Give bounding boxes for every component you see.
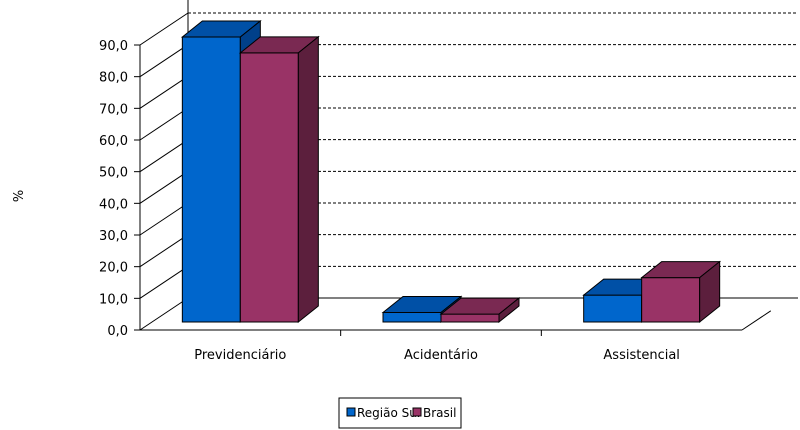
y-tick-label: 10,0 <box>99 292 128 307</box>
bar-1-2 <box>640 260 722 324</box>
side-wall-gridline <box>139 170 189 204</box>
side-wall-gridline <box>139 297 189 331</box>
y-tick-label: 40,0 <box>99 197 128 212</box>
bar-side <box>297 35 319 324</box>
y-tick-label: 80,0 <box>99 71 128 86</box>
bars <box>180 19 722 324</box>
y-axis-ticks: 0,0 10,0 20,0 30,0 40,0 50,0 60,0 70,0 80,0 90,0 <box>99 39 140 339</box>
bar-front <box>641 277 701 323</box>
y-tick-label: 70,0 <box>99 102 128 117</box>
bar-front <box>181 36 241 323</box>
bar-front <box>382 312 442 323</box>
side-wall-gridline <box>139 107 189 141</box>
bar-1-0 <box>238 35 320 324</box>
side-wall-gridline <box>139 202 189 236</box>
floor-right-edge <box>741 310 772 331</box>
bar-front <box>583 294 643 323</box>
x-axis-categories: Previdenciário Acidentário Assistencial <box>194 330 680 363</box>
x-tick-label: Previdenciário <box>194 348 286 363</box>
legend: Região Sul Brasil <box>338 397 462 429</box>
x-tick-label: Acidentário <box>404 348 478 363</box>
side-wall-gridline <box>139 139 189 173</box>
legend-swatch <box>412 407 422 417</box>
y-tick-label: 0,0 <box>107 324 128 339</box>
legend-label: Brasil <box>423 406 456 420</box>
side-wall-gridline <box>139 12 189 46</box>
side-wall-gridline <box>139 44 189 78</box>
bar-1-1 <box>439 297 521 324</box>
bar-side <box>498 297 520 324</box>
y-axis-label: % <box>12 190 27 202</box>
legend-label: Região Sul <box>357 406 420 420</box>
y-tick-label: 30,0 <box>99 229 128 244</box>
legend-swatch <box>346 407 356 417</box>
y-tick-label: 60,0 <box>99 134 128 149</box>
side-wall-gridline <box>139 265 189 299</box>
legend-box <box>338 397 462 429</box>
y-tick-label: 90,0 <box>99 39 128 54</box>
side-wall-gridline <box>139 75 189 109</box>
y-tick-label: 50,0 <box>99 166 128 181</box>
x-tick-label: Assistencial <box>603 348 680 363</box>
bar-side <box>699 260 721 324</box>
side-wall-gridline <box>139 234 189 268</box>
bar-front <box>239 52 299 323</box>
bar-front <box>440 313 500 323</box>
y-tick-label: 20,0 <box>99 261 128 276</box>
